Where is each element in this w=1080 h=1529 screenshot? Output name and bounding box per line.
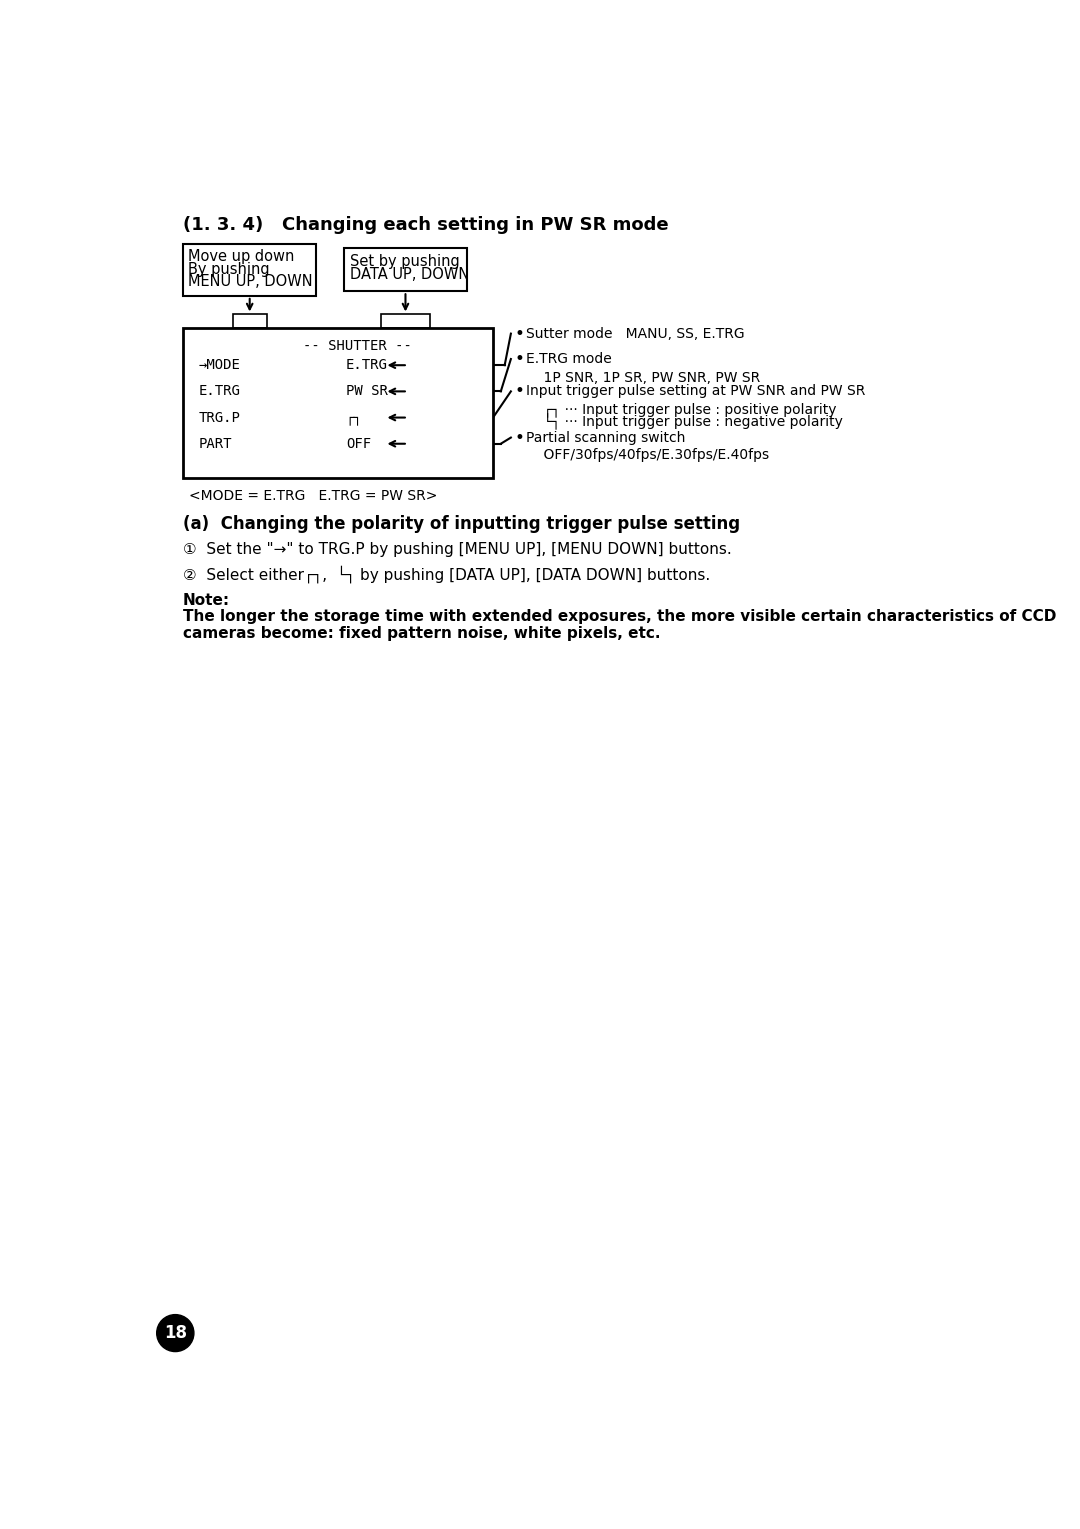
Text: ②  Select either┌┐,  └┐ by pushing [DATA UP], [DATA DOWN] buttons.: ② Select either┌┐, └┐ by pushing [DATA U… [183,566,711,583]
Text: Note:: Note: [183,593,230,609]
Text: •: • [515,428,525,446]
Text: •: • [515,350,525,368]
Text: (1. 3. 4)   Changing each setting in PW SR mode: (1. 3. 4) Changing each setting in PW SR… [183,216,669,234]
Bar [183,329,494,479]
Text: →MODE: →MODE [199,358,241,372]
Circle shape [157,1315,194,1352]
Text: MENU UP, DOWN: MENU UP, DOWN [189,274,313,289]
Text: Move up down: Move up down [189,249,295,265]
Text: Sutter mode   MANU, SS, E.TRG: Sutter mode MANU, SS, E.TRG [526,327,744,341]
Text: E.TRG: E.TRG [199,384,241,399]
Text: (a)  Changing the polarity of inputting trigger pulse setting: (a) Changing the polarity of inputting t… [183,515,740,532]
Bar [345,248,467,292]
Text: The longer the storage time with extended exposures, the more visible certain ch: The longer the storage time with extende… [183,609,1056,641]
Text: PART: PART [199,437,232,451]
Bar [381,315,430,329]
Text: •: • [515,382,525,401]
Bar [183,243,316,297]
Text: E.TRG: E.TRG [346,358,388,372]
Text: OFF: OFF [346,437,370,451]
Text: By pushing: By pushing [189,261,270,277]
Text: Partial scanning switch: Partial scanning switch [526,431,685,445]
Text: TRG.P: TRG.P [199,411,241,425]
Text: •: • [515,324,525,342]
Text: DATA UP, DOWN: DATA UP, DOWN [350,266,469,281]
Text: 1P SNR, 1P SR, PW SNR, PW SR: 1P SNR, 1P SR, PW SNR, PW SR [526,372,760,385]
Text: OFF/30fps/40fps/E.30fps/E.40fps: OFF/30fps/40fps/E.30fps/E.40fps [526,448,769,462]
Text: -- SHUTTER --: -- SHUTTER -- [303,339,413,353]
Text: └┐ ··· Input trigger pulse : negative polarity: └┐ ··· Input trigger pulse : negative po… [526,413,842,430]
Text: <MODE = E.TRG   E.TRG = PW SR>: <MODE = E.TRG E.TRG = PW SR> [189,489,437,503]
Text: E.TRG mode: E.TRG mode [526,352,611,365]
Text: ┌┐ ··· Input trigger pulse : positive polarity: ┌┐ ··· Input trigger pulse : positive po… [526,402,836,417]
Text: PW SR: PW SR [346,384,388,399]
Text: 18: 18 [164,1324,187,1342]
Text: Set by pushing: Set by pushing [350,254,459,269]
Text: ┌┐: ┌┐ [346,411,363,425]
Text: ①  Set the "→" to TRG.P by pushing [MENU UP], [MENU DOWN] buttons.: ① Set the "→" to TRG.P by pushing [MENU … [183,543,732,557]
Text: Input trigger pulse setting at PW SNR and PW SR: Input trigger pulse setting at PW SNR an… [526,384,865,399]
Bar [232,315,267,329]
